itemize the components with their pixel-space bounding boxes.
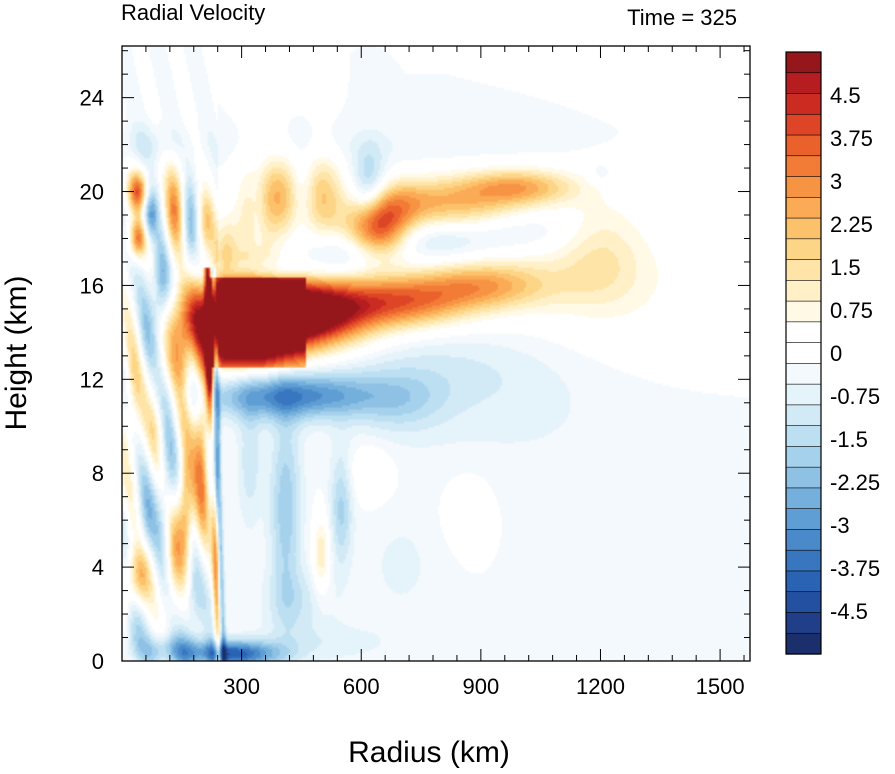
colorbar-cell — [785, 197, 822, 219]
colorbar-cell — [785, 529, 822, 551]
colorbar-cell — [785, 280, 822, 302]
y-tick-label: 16 — [80, 273, 104, 298]
colorbar-tick-label: 1.5 — [830, 255, 861, 280]
x-axis-label: Radius (km) — [348, 736, 510, 769]
x-tick-label: 600 — [343, 674, 380, 699]
colorbar-tick-label: 0.75 — [830, 298, 873, 323]
colorbar-cell — [785, 404, 822, 427]
y-tick-label: 24 — [80, 86, 104, 111]
y-tick-label: 8 — [92, 461, 104, 486]
colorbar-cell — [785, 217, 822, 240]
colorbar-cell — [785, 321, 822, 344]
colorbar-cell — [785, 383, 822, 406]
x-axis: 300 600 900 1200 1500 — [145, 46, 745, 699]
colorbar-cell — [785, 259, 822, 281]
colorbar — [785, 51, 822, 655]
colorbar-tick-label: -3 — [830, 513, 850, 538]
y-tick-label: 0 — [92, 649, 104, 674]
heatmap-field — [122, 46, 750, 661]
y-tick-label: 12 — [80, 367, 104, 392]
time-label: Time = 325 — [627, 5, 737, 30]
y-axis-label: Height (km) — [0, 275, 33, 430]
colorbar-tick-label: -1.5 — [830, 427, 868, 452]
colorbar-cell — [785, 549, 822, 572]
x-tick-label: 1500 — [696, 674, 745, 699]
colorbar-cell — [785, 363, 822, 385]
y-axis: 0 4 8 12 16 20 24 — [80, 50, 750, 674]
y-tick-label: 20 — [80, 180, 104, 205]
colorbar-cell — [785, 446, 822, 468]
colorbar-cell — [785, 155, 822, 178]
colorbar-cell — [785, 93, 822, 115]
y-tick-label: 4 — [92, 555, 104, 580]
colorbar-labels: 4.5 3.75 3 2.25 1.5 0.75 0 -0.75 -1.5 -2.25 -3 -3.7… — [830, 83, 880, 624]
chart-title: Radial Velocity — [121, 0, 265, 25]
colorbar-tick-label: -3.75 — [830, 556, 880, 581]
colorbar-cell — [785, 570, 822, 593]
x-tick-label: 900 — [462, 674, 499, 699]
colorbar-cell — [785, 425, 822, 448]
colorbar-cell — [785, 113, 822, 136]
x-tick-label: 300 — [223, 674, 260, 699]
colorbar-cell — [785, 487, 822, 510]
x-tick-label: 1200 — [576, 674, 625, 699]
colorbar-cell — [785, 300, 822, 323]
colorbar-cell — [785, 342, 822, 364]
colorbar-cell — [785, 508, 822, 531]
colorbar-cell — [785, 612, 822, 634]
heatmap-raster — [122, 46, 750, 661]
colorbar-tick-label: -2.25 — [830, 470, 880, 495]
colorbar-cell — [785, 51, 822, 74]
colorbar-tick-label: 0 — [830, 341, 842, 366]
colorbar-tick-label: 3 — [830, 169, 842, 194]
plot-frame — [121, 45, 751, 662]
colorbar-cell — [785, 466, 822, 489]
colorbar-tick-label: -0.75 — [830, 384, 880, 409]
colorbar-tick-label: 2.25 — [830, 212, 873, 237]
colorbar-cell — [785, 632, 822, 655]
colorbar-cell — [785, 238, 822, 261]
colorbar-tick-label: 4.5 — [830, 83, 861, 108]
colorbar-cell — [785, 591, 822, 614]
colorbar-tick-label: 3.75 — [830, 126, 873, 151]
colorbar-frame — [785, 51, 822, 655]
colorbar-cell — [785, 176, 822, 198]
colorbar-cell — [785, 134, 822, 157]
colorbar-tick-label: -4.5 — [830, 599, 868, 624]
colorbar-cell — [785, 72, 822, 95]
